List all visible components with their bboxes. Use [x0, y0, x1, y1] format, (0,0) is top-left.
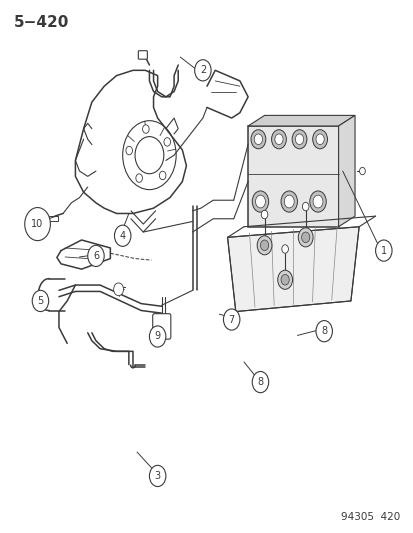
- Circle shape: [255, 195, 265, 208]
- Circle shape: [194, 60, 211, 81]
- Circle shape: [280, 274, 289, 285]
- Circle shape: [252, 191, 268, 212]
- Circle shape: [309, 191, 325, 212]
- Circle shape: [126, 146, 132, 155]
- Circle shape: [301, 232, 309, 243]
- Text: 5−420: 5−420: [14, 14, 69, 30]
- Circle shape: [260, 240, 268, 251]
- Circle shape: [281, 245, 288, 253]
- Circle shape: [284, 195, 294, 208]
- Polygon shape: [338, 115, 354, 227]
- Circle shape: [135, 174, 142, 182]
- Text: 8: 8: [320, 326, 326, 336]
- Bar: [247, 126, 338, 227]
- Circle shape: [88, 245, 104, 266]
- Text: 9: 9: [154, 332, 160, 342]
- Circle shape: [274, 134, 282, 144]
- Circle shape: [114, 225, 131, 246]
- Circle shape: [164, 138, 170, 146]
- Circle shape: [292, 130, 306, 149]
- FancyBboxPatch shape: [138, 51, 147, 59]
- Circle shape: [298, 228, 312, 247]
- Text: 4: 4: [119, 231, 126, 241]
- Circle shape: [149, 465, 166, 487]
- Circle shape: [277, 270, 292, 289]
- Circle shape: [271, 130, 286, 149]
- Text: 94305  420: 94305 420: [340, 512, 399, 522]
- Circle shape: [25, 207, 50, 240]
- Circle shape: [252, 372, 268, 393]
- Circle shape: [315, 134, 323, 144]
- Circle shape: [312, 195, 322, 208]
- Circle shape: [223, 309, 239, 330]
- Circle shape: [261, 211, 267, 219]
- Circle shape: [301, 203, 308, 211]
- Circle shape: [159, 171, 166, 180]
- Circle shape: [295, 134, 303, 144]
- Text: 8: 8: [257, 377, 263, 387]
- Polygon shape: [247, 115, 354, 126]
- Circle shape: [254, 134, 262, 144]
- Polygon shape: [227, 227, 358, 312]
- Text: 3: 3: [154, 471, 160, 481]
- Circle shape: [375, 240, 391, 261]
- Circle shape: [149, 326, 166, 347]
- Text: 6: 6: [93, 251, 99, 261]
- Text: 5: 5: [37, 296, 43, 306]
- Circle shape: [250, 130, 265, 149]
- Circle shape: [114, 283, 123, 296]
- Circle shape: [315, 320, 332, 342]
- Circle shape: [359, 167, 364, 175]
- Text: 7: 7: [228, 314, 234, 325]
- Circle shape: [312, 130, 327, 149]
- Text: 10: 10: [31, 219, 44, 229]
- FancyBboxPatch shape: [152, 314, 171, 339]
- Circle shape: [32, 290, 49, 312]
- Text: 2: 2: [199, 66, 206, 75]
- Circle shape: [142, 125, 149, 133]
- FancyBboxPatch shape: [49, 216, 57, 221]
- Text: 1: 1: [380, 246, 386, 256]
- Circle shape: [256, 236, 271, 255]
- Circle shape: [280, 191, 297, 212]
